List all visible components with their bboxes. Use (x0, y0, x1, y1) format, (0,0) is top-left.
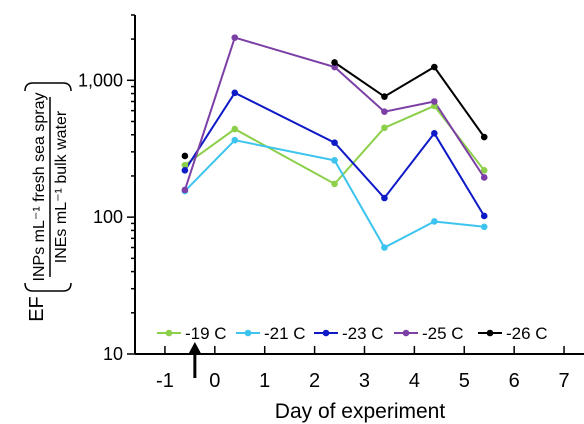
axes: 10 100 1,000 -1 0 1 2 3 4 5 6 7 (78, 14, 584, 392)
x-tick-label: 0 (209, 370, 220, 392)
legend-label: -26 C (506, 324, 548, 343)
y-axis-title-paren-right (24, 82, 72, 92)
legend-label: -19 C (185, 324, 227, 343)
data-point (381, 124, 388, 132)
data-point (431, 129, 438, 137)
series-line (184, 139, 485, 249)
data-point (431, 63, 438, 71)
y-axis-title-denominator: INEs mL⁻¹ bulk water (53, 110, 70, 263)
y-tick-label: 10 (103, 344, 123, 364)
data-point (480, 212, 488, 220)
data-point (381, 244, 388, 251)
y-axis-title-numerator: INPs mL⁻¹ fresh sea spray (31, 93, 48, 282)
x-tick-label: 3 (359, 370, 370, 392)
data-point (231, 34, 239, 41)
data-point (381, 194, 388, 202)
x-tick-label: 4 (409, 370, 420, 392)
legend-marker (322, 329, 330, 337)
y-tick-label: 1,000 (78, 70, 123, 90)
data-point (181, 166, 189, 174)
data-point (231, 136, 239, 144)
data-point (231, 89, 239, 97)
data-point (331, 180, 338, 188)
data-point (480, 166, 488, 174)
x-tick-label: 6 (509, 370, 520, 392)
data-point (331, 59, 338, 66)
x-tick-label: 5 (459, 370, 470, 392)
series-line (334, 61, 486, 138)
legend-label: -25 C (422, 324, 464, 343)
data-point (181, 152, 189, 160)
y-axis-title-prefix: EF (26, 296, 48, 322)
data-point (480, 223, 488, 231)
data-point (480, 174, 488, 181)
data-point (431, 98, 438, 105)
axis-labels: Day of experiment EF INPs mL⁻¹ fresh sea s… (24, 82, 446, 423)
legend-label: -21 C (264, 324, 306, 343)
y-axis-title-paren-left (24, 282, 72, 292)
x-axis-title: Day of experiment (275, 400, 446, 423)
series-line (184, 91, 486, 217)
series-points (181, 34, 488, 251)
data-point (331, 139, 338, 146)
data-point (181, 186, 189, 194)
legend-marker (402, 329, 410, 337)
legend-marker (244, 329, 252, 337)
x-tick-label: -1 (156, 370, 174, 392)
data-point (381, 93, 388, 100)
annotation-arrow-head (187, 342, 202, 355)
x-tick-label: 1 (259, 370, 270, 392)
legend-marker (486, 329, 494, 337)
series-line (184, 104, 485, 186)
series-line (183, 36, 486, 191)
series-lines (183, 36, 486, 249)
data-point (181, 161, 189, 169)
data-point (480, 133, 488, 141)
legend: -19 C -21 C -23 C -25 C -26 C (157, 324, 548, 343)
legend-marker (165, 329, 173, 337)
data-point (331, 63, 338, 71)
x-tick-label: 2 (309, 370, 320, 392)
data-point (231, 125, 239, 133)
data-point (331, 157, 338, 164)
data-point (381, 108, 388, 115)
x-tick-label: 7 (558, 370, 569, 392)
data-point (431, 218, 438, 225)
y-tick-label: 100 (93, 207, 123, 227)
y-axis-title: EF INPs mL⁻¹ fresh sea spray INEs mL⁻¹ bul… (24, 82, 72, 322)
legend-label: -23 C (342, 324, 384, 343)
